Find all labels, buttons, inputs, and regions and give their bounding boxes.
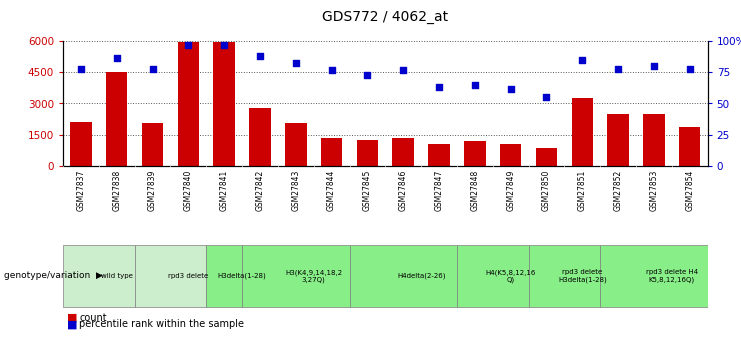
Text: rpd3 delete
H3delta(1-28): rpd3 delete H3delta(1-28) — [558, 269, 607, 283]
Text: GSM27842: GSM27842 — [256, 169, 265, 211]
Bar — [536, 148, 557, 166]
Bar — [242, 245, 350, 307]
Point — [147, 66, 159, 71]
Text: GSM27844: GSM27844 — [327, 169, 336, 211]
Bar — [70, 122, 92, 166]
Bar — [135, 245, 206, 307]
Bar — [457, 245, 528, 307]
Text: GSM27845: GSM27845 — [363, 169, 372, 211]
Text: rpd3 delete H4
K5,8,12,16Q): rpd3 delete H4 K5,8,12,16Q) — [645, 269, 698, 283]
Bar — [249, 108, 270, 166]
Text: GSM27854: GSM27854 — [685, 169, 694, 211]
Point — [540, 95, 552, 100]
Text: GSM27847: GSM27847 — [434, 169, 444, 211]
Bar — [500, 144, 522, 166]
Bar — [321, 138, 342, 166]
Text: GSM27850: GSM27850 — [542, 169, 551, 211]
Text: GSM27851: GSM27851 — [578, 169, 587, 211]
Point — [110, 55, 122, 60]
Text: percentile rank within the sample: percentile rank within the sample — [79, 319, 245, 329]
Bar — [213, 42, 235, 166]
Text: count: count — [79, 313, 107, 323]
Point — [576, 57, 588, 63]
Text: H3delta(1-28): H3delta(1-28) — [218, 273, 267, 279]
Text: GSM27843: GSM27843 — [291, 169, 300, 211]
Text: wild type: wild type — [101, 273, 133, 279]
Text: GDS772 / 4062_at: GDS772 / 4062_at — [322, 10, 448, 24]
Bar — [178, 42, 199, 166]
Text: GSM27839: GSM27839 — [148, 169, 157, 211]
Bar — [464, 141, 485, 166]
Text: GSM27846: GSM27846 — [399, 169, 408, 211]
Bar — [142, 123, 163, 166]
Text: GSM27852: GSM27852 — [614, 169, 622, 211]
Text: genotype/variation  ▶: genotype/variation ▶ — [4, 272, 102, 280]
Text: H4(K5,8,12,16
Q): H4(K5,8,12,16 Q) — [485, 269, 536, 283]
Point — [505, 86, 516, 91]
Text: ■: ■ — [67, 313, 77, 323]
Text: H4delta(2-26): H4delta(2-26) — [397, 273, 445, 279]
Bar — [356, 140, 378, 166]
Text: GSM27848: GSM27848 — [471, 169, 479, 211]
Text: GSM27849: GSM27849 — [506, 169, 515, 211]
Point — [612, 66, 624, 71]
Point — [362, 72, 373, 78]
Bar — [428, 144, 450, 166]
Text: GSM27837: GSM27837 — [76, 169, 85, 211]
Bar — [571, 98, 593, 166]
Bar — [600, 245, 708, 307]
Point — [325, 67, 337, 73]
Point — [218, 42, 230, 48]
Point — [75, 66, 87, 71]
Point — [397, 67, 409, 73]
Text: GSM27853: GSM27853 — [649, 169, 659, 211]
Bar — [63, 245, 135, 307]
Point — [290, 60, 302, 65]
Bar — [285, 123, 307, 166]
Text: GSM27838: GSM27838 — [112, 169, 122, 211]
Point — [254, 53, 266, 59]
Bar — [106, 72, 127, 166]
Point — [648, 63, 659, 69]
Text: GSM27841: GSM27841 — [219, 169, 229, 211]
Bar — [608, 114, 629, 166]
Bar — [679, 127, 700, 166]
Text: GSM27840: GSM27840 — [184, 169, 193, 211]
Bar — [393, 138, 414, 166]
Point — [182, 42, 194, 48]
Bar — [528, 245, 600, 307]
Text: ■: ■ — [67, 319, 77, 329]
Point — [433, 85, 445, 90]
Point — [684, 66, 696, 71]
Bar — [643, 114, 665, 166]
Bar — [206, 245, 242, 307]
Point — [469, 82, 481, 88]
Text: rpd3 delete: rpd3 delete — [168, 273, 208, 279]
Bar — [350, 245, 457, 307]
Text: H3(K4,9,14,18,2
3,27Q): H3(K4,9,14,18,2 3,27Q) — [285, 269, 342, 283]
